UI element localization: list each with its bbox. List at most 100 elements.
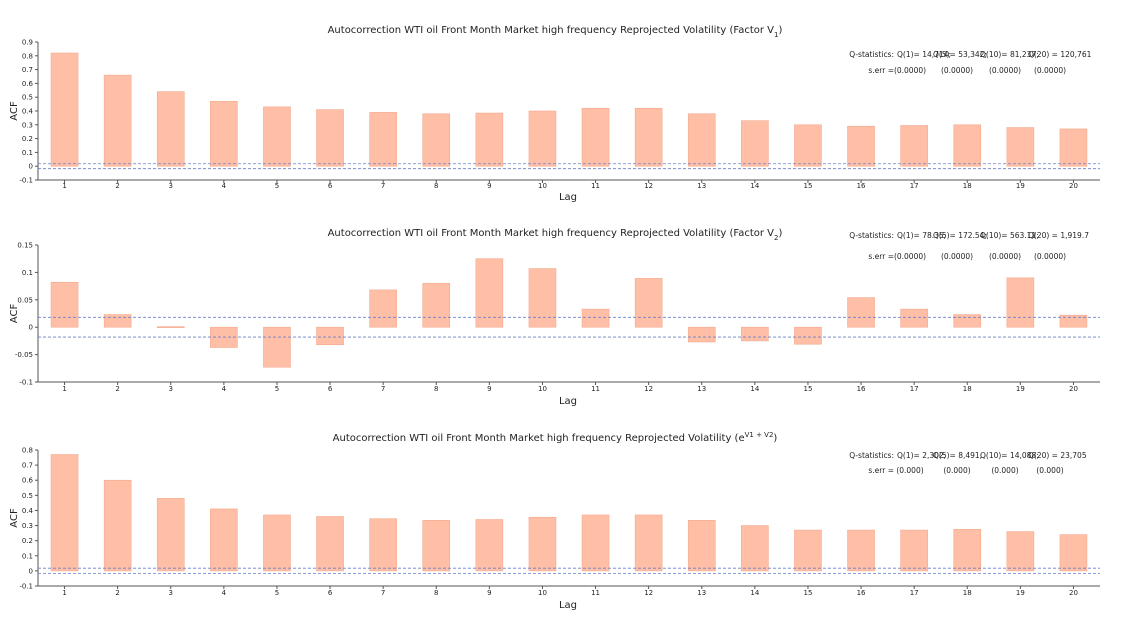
x-tick-label: 11 [591,589,600,597]
serr-value: (0.0000) [941,66,973,75]
y-tick-label: 0.1 [22,149,33,157]
x-tick-label: 19 [1016,589,1025,597]
x-tick-label: 17 [910,182,919,190]
y-tick-label: 0.2 [22,537,33,545]
serr-value: (0.0000) [989,66,1021,75]
acf-panel-2: 0.150.10.050-0.05-0.11 2 3 4 5 6 7 8 9 10 11 12 13 14… [9,228,1100,407]
acf-bar [847,529,875,572]
q-statistic-value: Q(10)= 81,237; [980,50,1039,59]
acf-bar [900,529,928,572]
y-tick-label: -0.1 [19,583,33,591]
acf-bar [475,258,504,328]
q-statistic-value: Q(10)= 563.11; [980,231,1039,240]
y-tick-label: 0.5 [22,492,33,500]
x-tick-label: 10 [538,182,547,190]
acf-bar [156,326,185,328]
x-tick-label: 15 [803,589,812,597]
chart-title-main: Autocorrection WTI oil Front Month Marke… [328,228,775,239]
y-axis-label: ACF [9,508,20,528]
serr-value: (0.000) [896,466,923,475]
serr-value: (0.0000) [894,66,926,75]
x-tick-label: 4 [222,385,227,393]
x-tick-label: 15 [803,385,812,393]
y-tick-label: 0.15 [17,242,33,250]
acf-bar [1059,128,1088,167]
y-tick-label: 0.5 [22,94,33,102]
x-tick-label: 7 [381,385,385,393]
x-tick-label: 10 [538,589,547,597]
acf-bar [103,314,132,328]
serr-value: (0.000) [991,466,1018,475]
x-tick-label: 9 [487,182,491,190]
acf-bar [741,120,769,167]
x-tick-label: 12 [644,589,653,597]
y-tick-label: 0.6 [22,80,34,88]
serr-value: (0.000) [943,466,970,475]
x-tick-label: 20 [1069,589,1078,597]
acf-bar [741,525,769,572]
y-axis-label: ACF [9,304,20,324]
acf-bar [900,308,928,328]
acf-bar [422,283,451,328]
q-statistic-value: Q(1)= 2,302; [897,451,946,460]
x-tick-label: 19 [1016,182,1025,190]
acf-bar [1059,534,1088,572]
acf-bar [581,107,610,167]
acf-bar [794,124,822,167]
acf-bar [1006,127,1035,167]
acf-bar [634,107,663,167]
x-tick-label: 14 [750,589,759,597]
chart-title: Autocorrection WTI oil Front Month Marke… [328,228,783,242]
serr-label: s.err = [868,466,894,475]
chart-title-main: Autocorrection WTI oil Front Month Marke… [328,25,775,36]
q-statistics-label: Q-statistics: [849,50,894,59]
chart-title-tail: ) [773,433,777,444]
x-tick-label: 16 [857,182,866,190]
y-tick-label: 0.1 [22,552,33,560]
x-tick-label: 9 [487,589,491,597]
acf-bar [210,508,238,572]
x-tick-label: 4 [222,182,227,190]
acf-bar [634,278,663,328]
acf-bar [794,529,822,572]
acf-bar [50,52,79,167]
serr-value: (0.0000) [941,252,973,261]
acf-bar [156,91,185,167]
acf-panel-1: 0.90.80.70.60.50.40.30.20.10-0.11 2 3 4 5 6 7 8… [9,25,1100,203]
x-tick-label: 15 [803,182,812,190]
y-tick-label: 0.7 [22,462,33,470]
y-tick-label: 0 [29,163,33,171]
y-tick-label: -0.05 [15,351,33,359]
x-tick-label: 3 [169,385,173,393]
x-tick-label: 2 [115,589,119,597]
acf-bar [528,110,557,167]
x-tick-label: 16 [857,385,866,393]
x-tick-label: 19 [1016,385,1025,393]
x-tick-label: 5 [275,385,279,393]
x-tick-label: 18 [963,589,972,597]
x-axis-label: Lag [559,600,577,611]
x-tick-label: 20 [1069,385,1078,393]
serr-value: (0.0000) [989,252,1021,261]
x-tick-label: 1 [62,589,66,597]
x-tick-label: 7 [381,182,385,190]
x-tick-label: 13 [697,589,706,597]
x-tick-label: 11 [591,385,600,393]
acf-bar [475,519,504,572]
chart-title: Autocorrection WTI oil Front Month Marke… [333,431,778,444]
q-statistic-value: Q(20) = 1,919.7 [1028,231,1089,240]
serr-value: (0.0000) [894,252,926,261]
y-tick-label: 0.05 [17,296,33,304]
serr-value: (0.0000) [1034,252,1066,261]
y-tick-label: 0.1 [22,269,33,277]
acf-bar [316,326,344,346]
x-axis-label: Lag [559,396,577,407]
acf-bar [316,109,344,167]
x-tick-label: 9 [487,385,491,393]
chart-title-tail: ) [778,228,782,239]
x-tick-label: 13 [697,182,706,190]
serr-value: (0.000) [1036,466,1063,475]
acf-bar [634,514,663,572]
x-tick-label: 4 [222,589,227,597]
